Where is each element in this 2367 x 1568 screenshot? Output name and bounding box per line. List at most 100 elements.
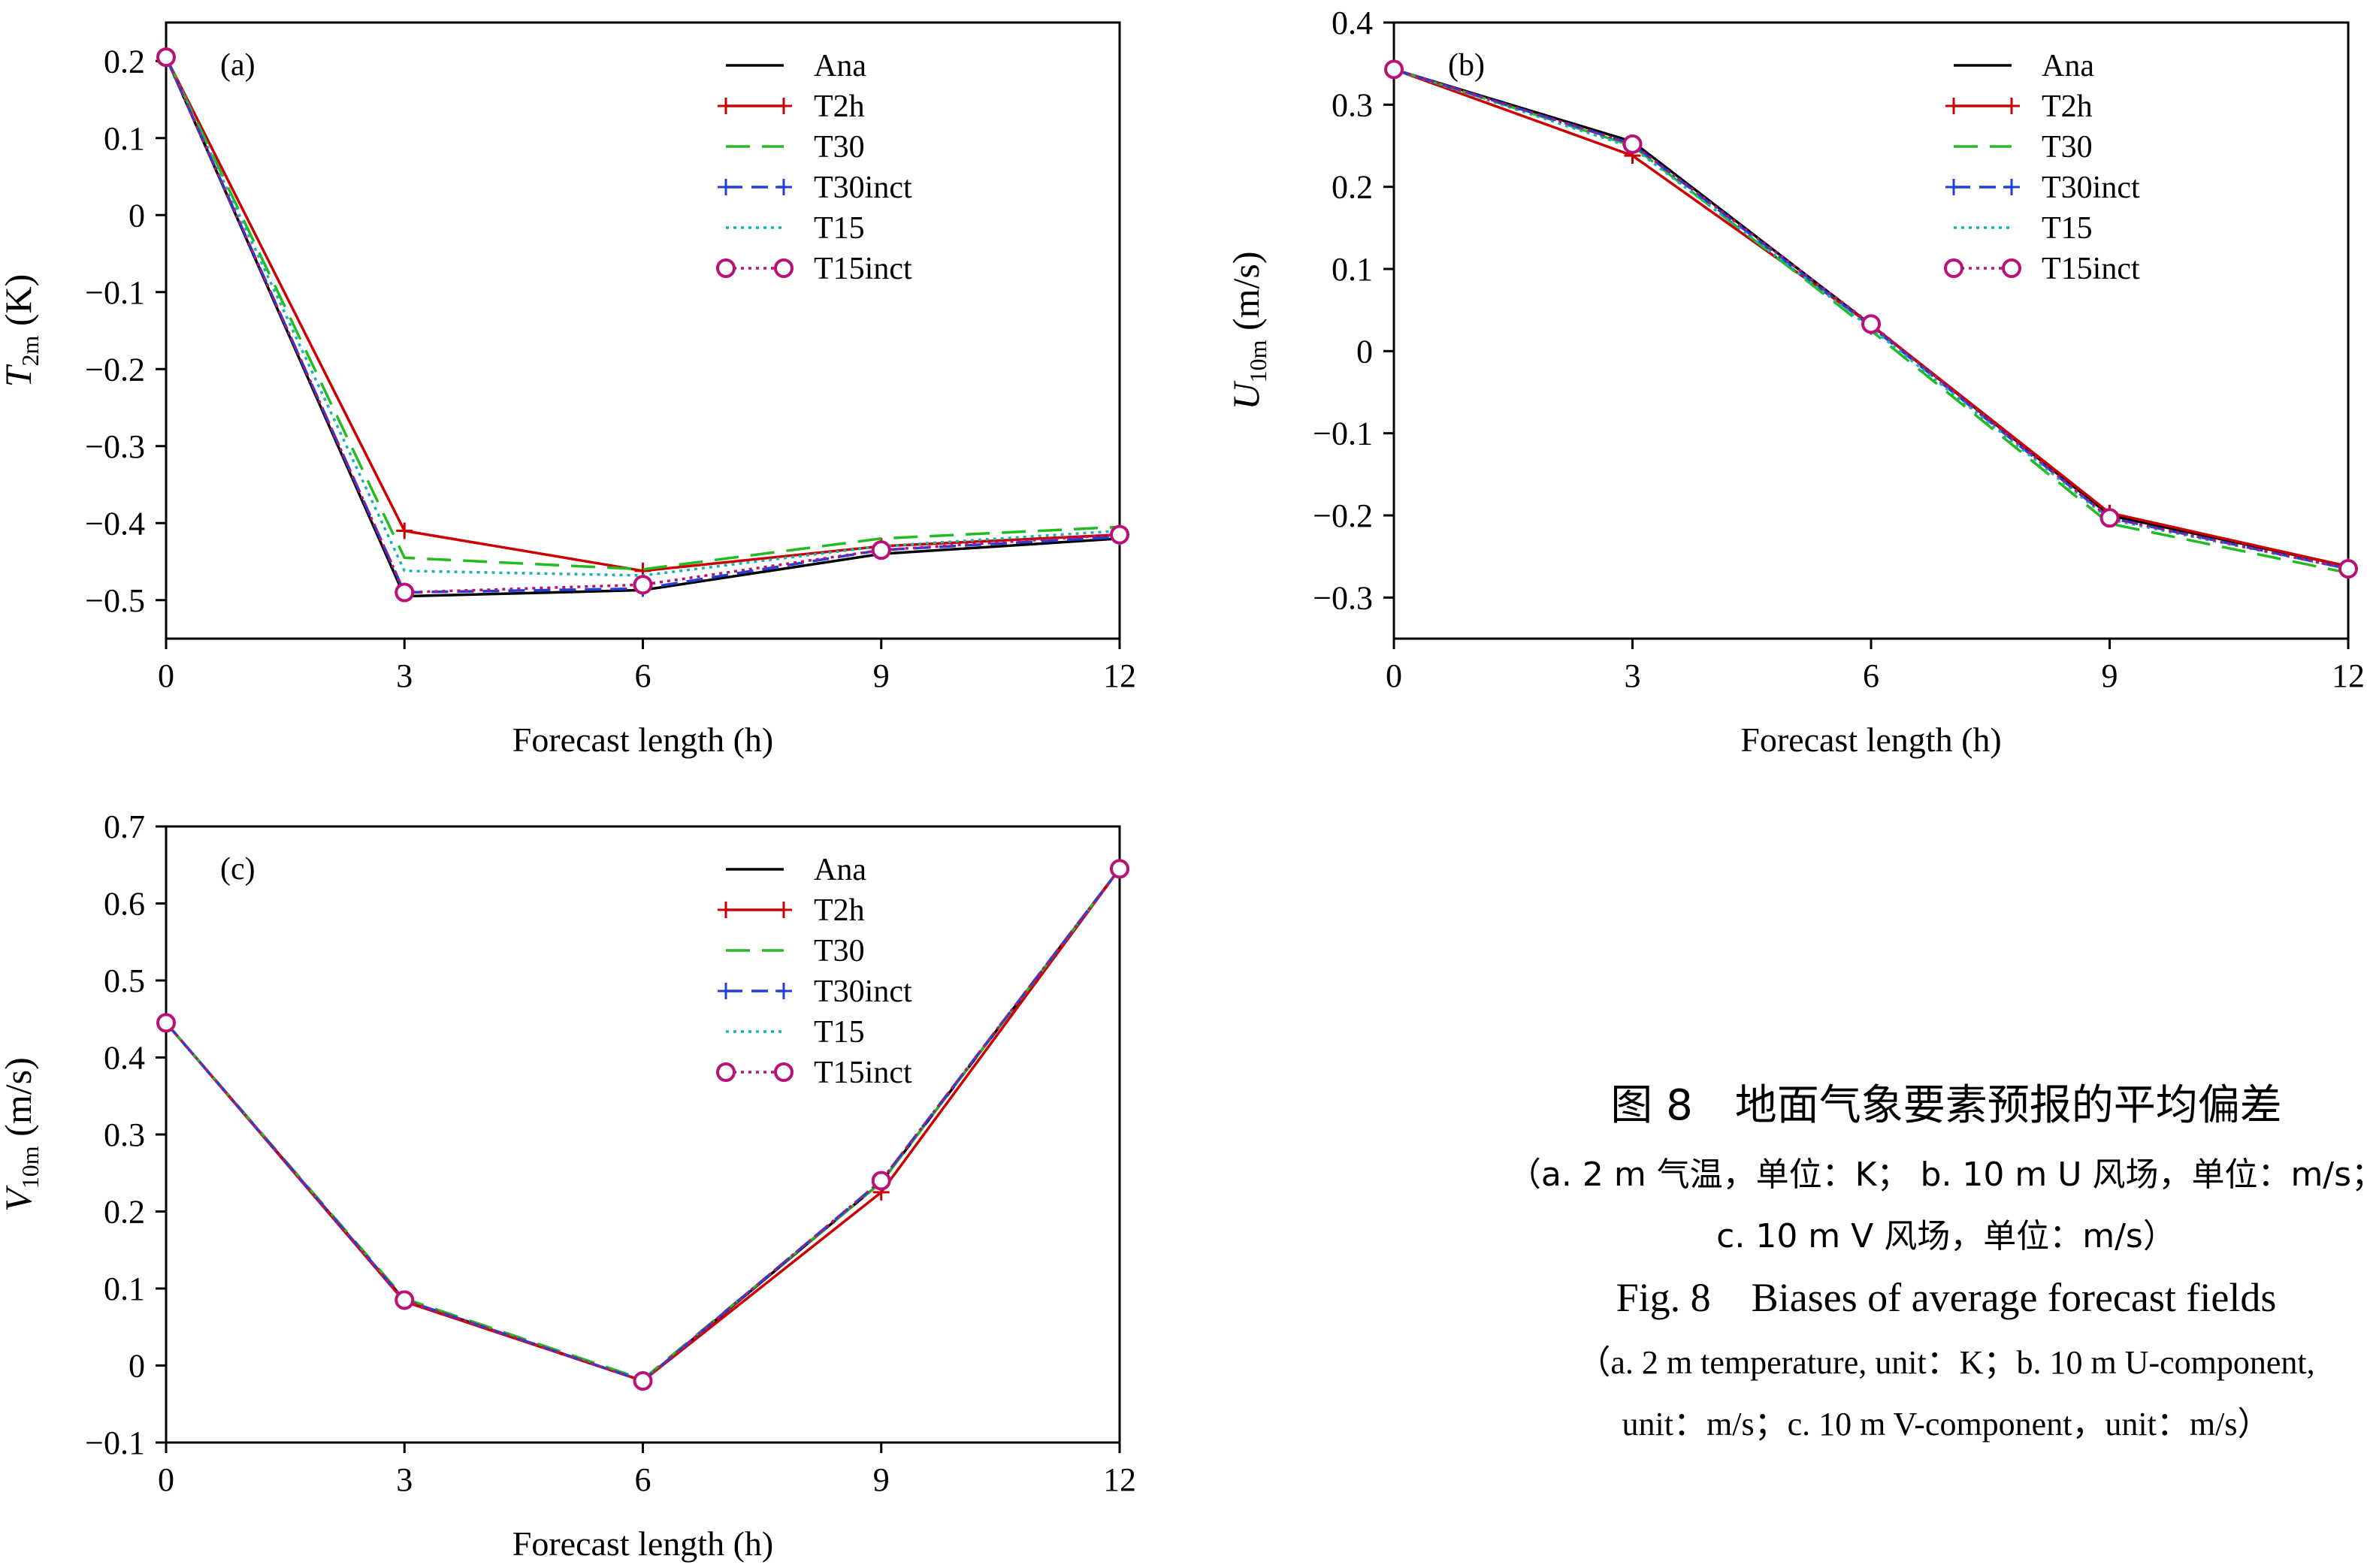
- y-tick-label-1-1: 0.3: [1332, 86, 1373, 123]
- caption-zh-line2: c. 10 m V 风场，单位：m/s）: [1716, 1217, 2176, 1255]
- legend-marker-1-T15inct-a: [1944, 258, 1963, 278]
- y-tick-label-2-2: 0.5: [104, 962, 145, 999]
- y-tick-label-0-0: 0.2: [104, 43, 145, 80]
- legend-label-2-T30inct: T30inct: [814, 974, 912, 1009]
- legend-marker-0-T15inct-a: [716, 258, 736, 278]
- y-tick-label-2-3: 0.4: [104, 1040, 145, 1077]
- y-tick-label-2-6: 0.1: [104, 1270, 145, 1307]
- x-tick-label-2-3: 9: [873, 1461, 890, 1498]
- legend-label-1-Ana: Ana: [2042, 49, 2094, 83]
- series-point-0-T15inct-0: [156, 47, 176, 68]
- caption-en-title: Fig. 8 Biases of average forecast fields: [1616, 1275, 2277, 1320]
- legend-label-0-T15inct: T15inct: [814, 252, 912, 286]
- series-point-1-T15inct-1: [1622, 134, 1643, 154]
- legend-marker-2-T2h-a: [718, 902, 734, 918]
- x-tick-label-2-0: 0: [158, 1461, 174, 1498]
- x-tick-label-0-3: 9: [873, 657, 890, 694]
- x-tick-label-1-1: 3: [1625, 657, 1641, 694]
- panel-label-1: (b): [1448, 48, 1485, 83]
- y-tick-label-0-6: −0.4: [85, 505, 145, 542]
- legend-label-0-T30inct: T30inct: [814, 171, 912, 205]
- y-tick-label-2-4: 0.3: [104, 1116, 145, 1153]
- legend-marker-1-T30inct-b: [2003, 179, 2020, 195]
- x-tick-label-0-4: 12: [1103, 657, 1136, 694]
- legend-label-0-Ana: Ana: [814, 49, 866, 83]
- series-line-0-Ana: [165, 56, 1120, 598]
- panel-label-0: (a): [220, 48, 255, 83]
- legend-label-0-T30: T30: [814, 130, 865, 165]
- legend-label-1-T30: T30: [2042, 130, 2093, 165]
- x-tick-label-1-4: 12: [2332, 657, 2365, 694]
- x-axis-label-2: Forecast length (h): [512, 1524, 773, 1563]
- legend-marker-1-T2h-b: [2003, 98, 2020, 114]
- series-point-1-T15inct-2: [1861, 314, 1881, 334]
- y-tick-label-1-7: −0.3: [1313, 579, 1373, 616]
- legend-label-1-T2h: T2h: [2042, 89, 2093, 124]
- legend-marker-0-T30inct-a: [718, 179, 734, 195]
- y-tick-label-1-0: 0.4: [1332, 5, 1373, 41]
- y-axis-subscript-1: 10m: [1244, 340, 1271, 382]
- y-axis-label-0: T2m (K): [0, 274, 44, 388]
- series-point-0-T15inct-3: [871, 540, 891, 560]
- series-point-1-T15inct-3: [2099, 508, 2120, 528]
- series-point-2-T15inct-2: [633, 1371, 653, 1391]
- legend-marker-0-T30inct-b: [775, 179, 792, 195]
- series-line-0-T30: [165, 56, 1120, 571]
- legend-label-2-T15inct: T15inct: [814, 1056, 912, 1090]
- series-point-2-T15inct-0: [156, 1013, 176, 1033]
- legend-marker-0-T2h-b: [775, 98, 792, 114]
- y-axis-label-2: V10m (m/s): [0, 1057, 44, 1211]
- series-line-2-T30inct: [165, 868, 1121, 1382]
- series-line-0-T15inct: [165, 56, 1120, 594]
- series-point-2-T15inct-3: [871, 1171, 891, 1191]
- y-tick-label-2-5: 0.2: [104, 1194, 145, 1231]
- legend-marker-2-T2h-b: [775, 902, 792, 918]
- legend-marker-2-T30inct-a: [718, 983, 734, 999]
- x-tick-label-0-1: 3: [396, 657, 413, 694]
- charts-group: 0 3 6 9 12 0.2 0.1 0 −0.1 −0.2 −0.3 −0.4 −0.5 Forecas…: [0, 5, 2365, 1563]
- series-point-1-T15inct-4: [2338, 559, 2358, 579]
- series-line-2-T30: [165, 868, 1121, 1381]
- y-tick-label-0-7: −0.5: [85, 582, 145, 619]
- y-tick-label-1-5: −0.1: [1313, 415, 1373, 452]
- chart-1: 0 3 6 9 12 0.4 0.3 0.2 0.1 0 −0.1 −0.2 −0.3 Forecast …: [1225, 5, 2365, 759]
- y-tick-label-0-1: 0.1: [104, 120, 145, 157]
- y-axis-symbol-1: U: [1225, 381, 1267, 410]
- y-tick-label-0-4: −0.2: [85, 351, 145, 388]
- series-line-2-T15inct: [165, 868, 1121, 1382]
- y-tick-label-1-2: 0.2: [1332, 169, 1373, 206]
- y-axis-symbol-0: T: [0, 364, 39, 387]
- legend-marker-1-T2h-a: [1945, 98, 1962, 114]
- legend-label-2-Ana: Ana: [814, 853, 866, 887]
- caption-zh-title: 图 8 地面气象要素预报的平均偏差: [1610, 1081, 2281, 1130]
- y-tick-label-2-7: 0: [128, 1348, 145, 1385]
- y-tick-label-2-1: 0.6: [104, 886, 145, 923]
- legend-label-1-T30inct: T30inct: [2042, 171, 2140, 205]
- x-tick-label-0-2: 6: [635, 657, 651, 694]
- caption-zh-line1: （a. 2 m 气温，单位：K； b. 10 m U 风场，单位：m/s；: [1508, 1156, 2367, 1194]
- legend-marker-2-T15inct-a: [716, 1062, 736, 1082]
- legend-marker-0-T2h-a: [718, 98, 734, 114]
- series-point-2-T15inct-4: [1110, 859, 1129, 879]
- y-axis-symbol-2: V: [0, 1185, 39, 1212]
- chart-0: 0 3 6 9 12 0.2 0.1 0 −0.1 −0.2 −0.3 −0.4 −0.5 Forecas…: [0, 21, 1136, 759]
- y-tick-label-2-8: −0.1: [85, 1424, 145, 1461]
- series-line-2-T2h: [165, 868, 1121, 1382]
- plot-frame-0: [165, 21, 1121, 640]
- series-point-0-T2h-1: [396, 522, 413, 539]
- series-point-0-T15inct-2: [633, 575, 653, 595]
- y-tick-label-1-6: −0.2: [1313, 497, 1373, 534]
- x-tick-label-1-0: 0: [1386, 657, 1402, 694]
- panel-label-2: (c): [220, 852, 255, 887]
- y-axis-subscript-0: 2m: [17, 336, 44, 367]
- series-point-0-T15inct-4: [1110, 524, 1129, 545]
- y-axis-unit-1: (m/s): [1225, 251, 1267, 340]
- series-point-1-T15inct-0: [1384, 59, 1404, 80]
- y-tick-label-1-4: 0: [1356, 333, 1373, 370]
- y-axis-label-1: U10m (m/s): [1225, 251, 1271, 409]
- x-axis-label-0: Forecast length (h): [512, 721, 773, 759]
- series-line-0-T30inct: [165, 56, 1120, 594]
- legend-label-1-T15: T15: [2042, 211, 2093, 246]
- series-point-2-T15inct-1: [394, 1290, 415, 1310]
